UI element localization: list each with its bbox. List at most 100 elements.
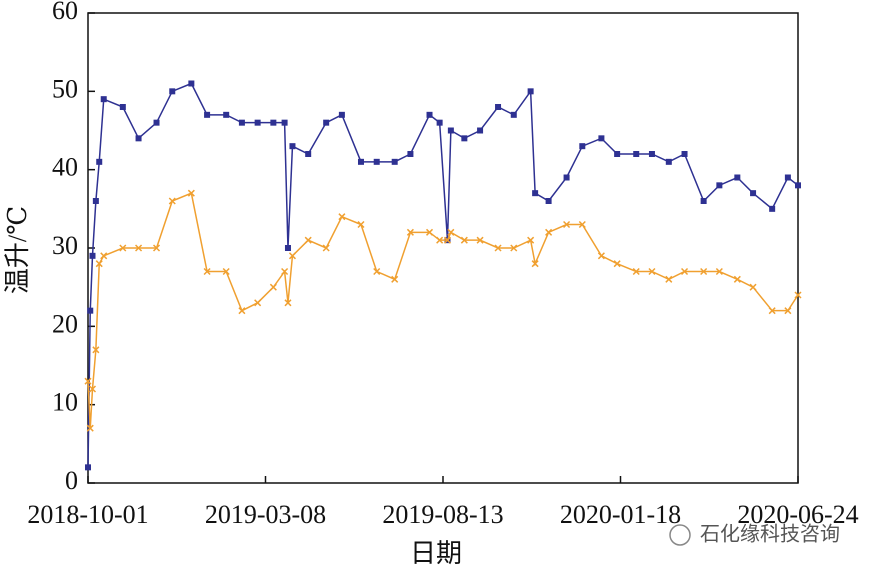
point-marker bbox=[545, 198, 552, 204]
point-marker bbox=[563, 220, 571, 229]
point-marker bbox=[391, 158, 398, 165]
watermark: 石化缘科技咨询 bbox=[700, 522, 840, 546]
watermark-icon bbox=[669, 524, 691, 546]
point-marker bbox=[322, 244, 330, 252]
point-marker bbox=[119, 104, 126, 110]
point-marker bbox=[95, 260, 103, 268]
x-tick-label: 2020-01-18 bbox=[560, 500, 681, 529]
point-marker bbox=[648, 151, 655, 157]
point-marker bbox=[87, 307, 94, 314]
point-marker bbox=[338, 213, 346, 221]
point-marker bbox=[700, 198, 707, 204]
point-marker bbox=[204, 111, 211, 118]
point-marker bbox=[168, 197, 176, 205]
point-marker bbox=[750, 190, 757, 197]
point-marker bbox=[613, 260, 621, 268]
point-marker bbox=[407, 151, 414, 157]
point-marker bbox=[222, 267, 230, 276]
point-marker bbox=[461, 135, 468, 142]
point-marker bbox=[632, 267, 640, 276]
point-marker bbox=[614, 151, 621, 157]
point-marker bbox=[443, 236, 452, 244]
point-marker bbox=[254, 119, 261, 126]
point-marker bbox=[648, 267, 656, 276]
point-marker bbox=[305, 151, 312, 157]
point-marker bbox=[373, 267, 381, 276]
point-marker bbox=[89, 252, 96, 259]
point-marker bbox=[96, 158, 103, 165]
point-marker bbox=[494, 244, 502, 252]
point-marker bbox=[477, 127, 484, 134]
point-marker bbox=[92, 198, 99, 204]
point-marker bbox=[281, 267, 289, 276]
point-marker bbox=[86, 424, 94, 432]
point-marker bbox=[119, 244, 127, 252]
point-marker bbox=[734, 174, 741, 181]
point-marker bbox=[187, 189, 195, 197]
y-tick-label: 50 bbox=[52, 74, 78, 103]
series-line bbox=[87, 192, 799, 429]
point-marker bbox=[527, 88, 534, 95]
y-tick-label: 30 bbox=[52, 231, 78, 260]
point-marker bbox=[715, 267, 723, 276]
point-marker bbox=[391, 275, 399, 283]
point-marker bbox=[357, 158, 364, 165]
watermark-group: 石化缘科技咨询 bbox=[669, 522, 840, 546]
point-marker bbox=[436, 119, 443, 126]
x-axis-label: 日期 bbox=[410, 539, 462, 568]
point-marker bbox=[769, 205, 776, 212]
point-marker bbox=[100, 96, 107, 103]
point-marker bbox=[510, 111, 517, 118]
point-marker bbox=[598, 135, 605, 142]
point-marker bbox=[281, 119, 288, 126]
point-marker bbox=[633, 151, 640, 157]
point-marker bbox=[460, 236, 468, 244]
point-marker bbox=[495, 104, 502, 110]
y-axis-label: 温升/℃ bbox=[3, 206, 32, 294]
point-marker bbox=[716, 182, 723, 189]
point-marker bbox=[510, 244, 518, 252]
point-marker bbox=[92, 346, 100, 354]
point-marker bbox=[733, 275, 741, 283]
point-marker bbox=[338, 111, 345, 118]
y-tick-label: 10 bbox=[52, 388, 78, 417]
point-marker bbox=[681, 267, 689, 276]
point-marker bbox=[531, 260, 539, 268]
point-marker bbox=[153, 119, 160, 126]
point-marker bbox=[169, 88, 176, 95]
point-marker bbox=[323, 119, 330, 126]
point-marker bbox=[749, 283, 757, 291]
point-marker bbox=[578, 220, 586, 229]
point-marker bbox=[270, 119, 277, 126]
point-marker bbox=[238, 307, 246, 315]
point-marker bbox=[85, 464, 91, 471]
point-marker bbox=[88, 385, 97, 393]
point-marker bbox=[238, 119, 245, 126]
point-marker bbox=[304, 236, 312, 244]
point-marker bbox=[579, 143, 586, 150]
point-marker bbox=[373, 158, 380, 165]
point-marker bbox=[784, 174, 791, 181]
point-marker bbox=[665, 158, 672, 165]
x-tick-label: 2019-08-13 bbox=[382, 500, 503, 529]
x-tick-label: 2019-03-08 bbox=[205, 500, 326, 529]
point-marker bbox=[700, 267, 708, 276]
point-marker bbox=[563, 174, 570, 181]
point-marker bbox=[188, 80, 195, 87]
point-marker bbox=[84, 377, 92, 385]
y-tick-label: 40 bbox=[52, 153, 78, 182]
point-marker bbox=[476, 236, 484, 244]
y-tick-label: 60 bbox=[52, 0, 78, 25]
point-marker bbox=[665, 275, 673, 283]
x-tick-label: 2018-10-01 bbox=[27, 500, 148, 529]
point-marker bbox=[406, 228, 414, 236]
series-line bbox=[87, 82, 799, 468]
plot-frame bbox=[87, 12, 799, 484]
point-marker bbox=[545, 228, 553, 236]
point-marker bbox=[288, 252, 296, 260]
point-marker bbox=[768, 307, 776, 315]
point-marker bbox=[284, 245, 291, 251]
point-marker bbox=[447, 127, 454, 134]
y-tick-label: 20 bbox=[52, 309, 78, 338]
